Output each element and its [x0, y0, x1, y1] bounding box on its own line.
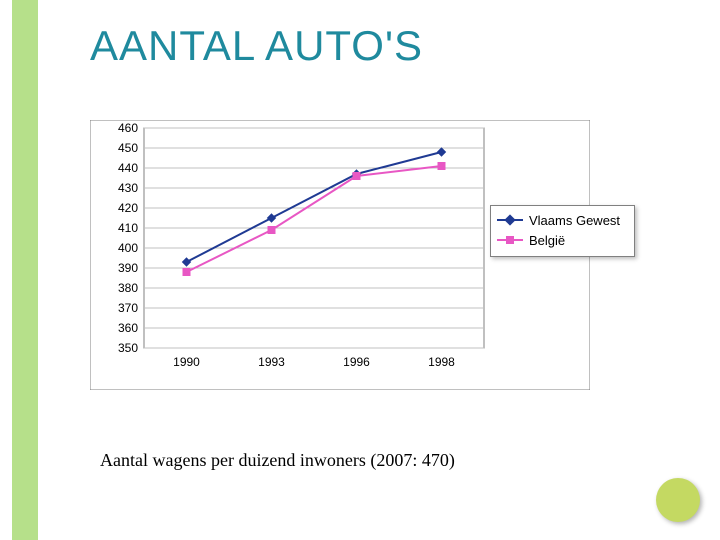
legend-label: Vlaams Gewest: [529, 213, 620, 228]
diamond-icon: [504, 214, 515, 225]
chart-legend: Vlaams Gewest België: [490, 205, 635, 257]
svg-text:1998: 1998: [428, 355, 455, 369]
chart-caption: Aantal wagens per duizend inwoners (2007…: [100, 450, 455, 471]
svg-text:410: 410: [118, 221, 138, 235]
svg-text:430: 430: [118, 181, 138, 195]
side-stripe: [12, 0, 38, 540]
square-icon: [506, 236, 514, 244]
legend-item-belgie: België: [497, 230, 628, 250]
svg-text:390: 390: [118, 261, 138, 275]
svg-text:1996: 1996: [343, 355, 370, 369]
svg-text:460: 460: [118, 121, 138, 135]
svg-text:400: 400: [118, 241, 138, 255]
legend-swatch: [497, 219, 523, 221]
legend-label: België: [529, 233, 565, 248]
svg-text:450: 450: [118, 141, 138, 155]
svg-text:440: 440: [118, 161, 138, 175]
legend-swatch: [497, 239, 523, 241]
accent-circle: [656, 478, 700, 522]
svg-text:370: 370: [118, 301, 138, 315]
svg-text:380: 380: [118, 281, 138, 295]
page-title: AANTAL AUTO'S: [90, 22, 423, 70]
svg-text:1993: 1993: [258, 355, 285, 369]
svg-text:1990: 1990: [173, 355, 200, 369]
svg-text:360: 360: [118, 321, 138, 335]
svg-text:420: 420: [118, 201, 138, 215]
svg-text:350: 350: [118, 341, 138, 355]
legend-item-vlaams: Vlaams Gewest: [497, 210, 628, 230]
